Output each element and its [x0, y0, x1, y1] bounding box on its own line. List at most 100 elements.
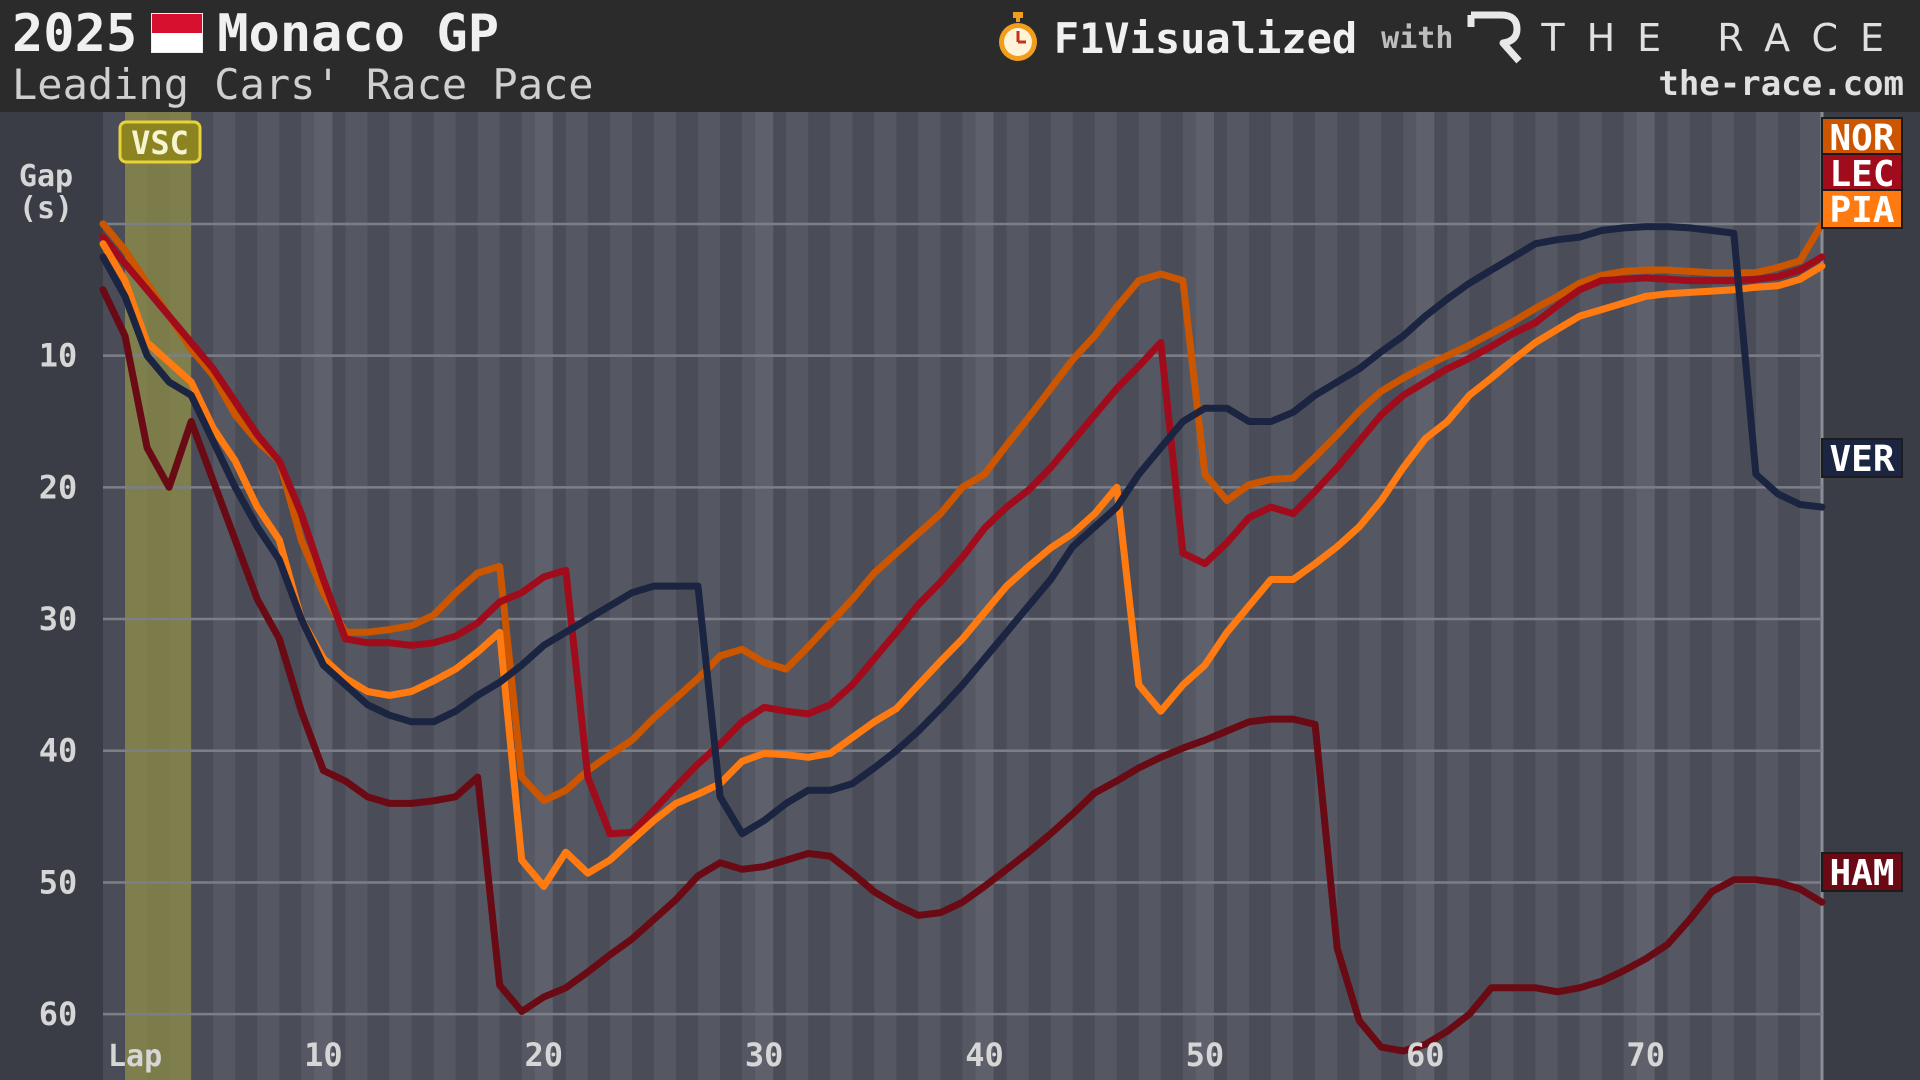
vsc-badge: [118, 120, 202, 164]
end-label-ham: HAM: [1829, 853, 1894, 894]
lap-band: [896, 112, 919, 1080]
lap-band: [1160, 112, 1184, 1080]
series-line-nor: [99, 220, 1826, 805]
lap-band: [1601, 112, 1625, 1080]
brand-name: F1Visualized: [1053, 13, 1358, 63]
lap-band: [1689, 112, 1713, 1080]
lap-band: [1755, 112, 1779, 1080]
race-year: 2025: [12, 4, 138, 64]
end-label-ver: VER: [1829, 439, 1894, 480]
the-race-logo-icon: [1467, 11, 1523, 64]
series-line-ham: [99, 286, 1826, 1055]
lap-band: [1469, 112, 1492, 1080]
lap-band: [257, 112, 280, 1080]
vsc-label: VSC: [131, 124, 189, 162]
lap-band: [1138, 112, 1162, 1080]
lap-band: [1050, 112, 1074, 1080]
lap-band: [1381, 112, 1404, 1080]
x-tick-label: 70: [1626, 1036, 1665, 1074]
lap-band: [433, 112, 457, 1080]
series-lines: [99, 220, 1826, 1055]
lap-band: [940, 112, 963, 1080]
lap-band: [1667, 112, 1691, 1080]
gap-gridlines: [103, 222, 1822, 1016]
chart-subtitle: Leading Cars' Race Pace: [12, 60, 594, 109]
lap-band: [1799, 112, 1823, 1080]
end-label-pia: PIA: [1829, 190, 1894, 231]
lap-band: [653, 112, 677, 1080]
lap-band: [1094, 112, 1118, 1080]
lap-band: [565, 112, 589, 1080]
decade-lap-band: [975, 112, 994, 1080]
x-tick-label: 20: [525, 1036, 564, 1074]
lap-band: [720, 112, 743, 1080]
lap-band: [1447, 112, 1470, 1080]
x-tick-label: 60: [1406, 1036, 1445, 1074]
end-label-box-ham: [1821, 852, 1903, 892]
lap-band: [587, 112, 611, 1080]
series-line-pia: [99, 240, 1826, 890]
lap-band: [1072, 112, 1096, 1080]
decade-lap-band: [755, 112, 774, 1080]
lap-band: [1271, 112, 1294, 1080]
race-name: Monaco GP: [217, 4, 499, 64]
monaco-flag-icon: [151, 13, 204, 53]
lap-band: [1359, 112, 1382, 1080]
series-line-lec: [99, 233, 1826, 838]
x-tick-label: 50: [1186, 1036, 1225, 1074]
lap-band: [1557, 112, 1581, 1080]
header: 2025 Monaco GP Leading Cars' Race Pace F1…: [0, 0, 1920, 112]
stopwatch-icon: [998, 12, 1037, 61]
x-axis-ticks: 10 20 30 40 50 60 70: [304, 1036, 1665, 1074]
end-label-box-nor: [1821, 117, 1903, 157]
lap-band: [389, 112, 413, 1080]
lap-band: [1535, 112, 1559, 1080]
lap-band: [1777, 112, 1801, 1080]
lap-band: [1006, 112, 1030, 1080]
end-label-box-pia: [1821, 189, 1903, 229]
lap-band: [411, 112, 435, 1080]
lap-band: [874, 112, 897, 1080]
y-tick-label: 10: [39, 337, 78, 375]
decade-lap-band: [1636, 112, 1655, 1080]
brand-partner: THE RACE: [1541, 16, 1906, 60]
brand-with: with: [1381, 20, 1454, 56]
lap-band: [235, 112, 258, 1080]
lap-band: [367, 112, 390, 1080]
decade-lap-band: [1416, 112, 1435, 1080]
lap-band: [1491, 112, 1514, 1080]
lap-band: [786, 112, 809, 1080]
decade-lap-band: [1195, 112, 1214, 1080]
lap-band: [676, 112, 699, 1080]
brand-bar: F1Visualized with THE RACE: [996, 8, 1906, 68]
y-tick-label: 60: [39, 995, 78, 1033]
lap-band: [830, 112, 853, 1080]
lap-bands: [103, 112, 1824, 1080]
site-url: the-race.com: [1658, 64, 1904, 104]
lap-band: [1337, 112, 1360, 1080]
y-tick-label: 30: [39, 600, 78, 638]
decade-lap-band: [534, 112, 553, 1080]
lap-band: [191, 112, 214, 1080]
x-tick-label: 40: [965, 1036, 1004, 1074]
y-axis-ticks: 10 20 30 40 50 60: [39, 337, 78, 1034]
race-pace-chart: VSC 10 20 30 40 50 60 70 10 20 30 40 50 60 NORLECPI…: [0, 112, 1920, 1080]
y-tick-label: 20: [39, 468, 78, 506]
y-tick-label: 50: [39, 863, 78, 901]
lap-band: [698, 112, 721, 1080]
lap-band: [345, 112, 368, 1080]
end-label-nor: NOR: [1829, 118, 1894, 159]
x-tick-label: 30: [745, 1036, 784, 1074]
y-axis-label: Gap (s): [19, 159, 73, 226]
lap-band: [1733, 112, 1757, 1080]
end-label-lec: LEC: [1829, 154, 1894, 195]
lap-band: [1579, 112, 1603, 1080]
x-axis-label: Lap: [108, 1039, 162, 1074]
lap-band: [1711, 112, 1735, 1080]
lap-band: [103, 112, 126, 1080]
vsc-period: [125, 112, 192, 1080]
y-tick-label: 40: [39, 732, 78, 770]
end-label-box-ver: [1821, 438, 1903, 478]
lap-band: [1226, 112, 1250, 1080]
